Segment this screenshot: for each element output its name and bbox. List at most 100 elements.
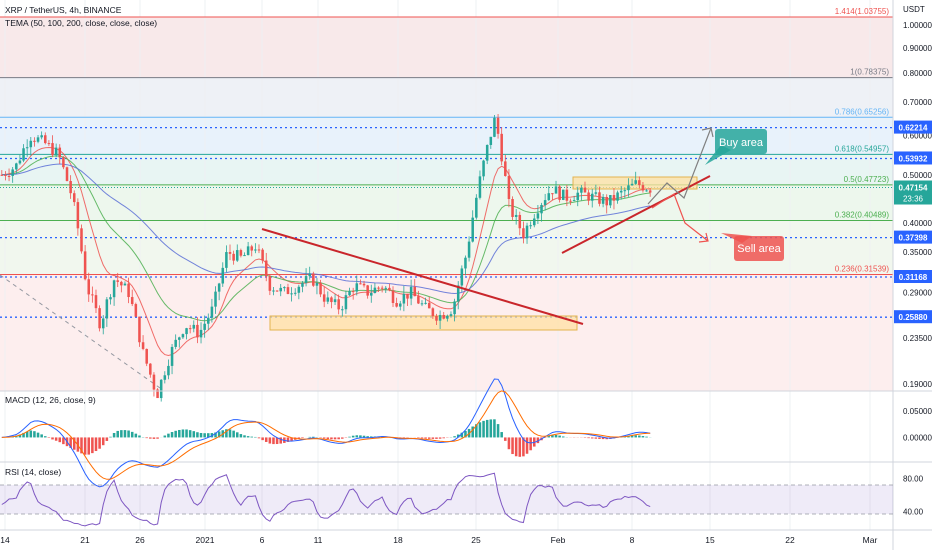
currency-label: USDT bbox=[903, 5, 925, 14]
macd-histogram-bar bbox=[33, 431, 36, 438]
sell-area-callout[interactable]: Sell area bbox=[721, 233, 784, 261]
candle-body bbox=[366, 285, 369, 296]
candle-body bbox=[496, 117, 500, 134]
macd-histogram-bar bbox=[587, 437, 590, 439]
macd-histogram-bar bbox=[496, 424, 500, 438]
macd-histogram-bar bbox=[239, 434, 243, 438]
candle-body bbox=[583, 187, 587, 193]
candle-body bbox=[199, 329, 203, 338]
candle-body bbox=[435, 316, 438, 321]
candle-body bbox=[94, 295, 98, 309]
candle-body bbox=[551, 193, 554, 195]
macd-histogram-bar bbox=[192, 431, 196, 438]
candle-body bbox=[493, 117, 496, 137]
candle-body bbox=[590, 193, 594, 201]
candle-body bbox=[514, 214, 518, 217]
macd-histogram-bar bbox=[268, 437, 272, 444]
candle-body bbox=[76, 202, 80, 229]
time-tick: 22 bbox=[785, 535, 795, 545]
macd-histogram-bar bbox=[478, 422, 482, 438]
candle-body bbox=[47, 143, 51, 145]
macd-histogram-bar bbox=[109, 436, 112, 438]
candle-body bbox=[51, 143, 54, 156]
macd-histogram-bar bbox=[25, 431, 29, 438]
candle-body bbox=[330, 297, 333, 303]
macd-histogram-bar bbox=[257, 437, 261, 439]
macd-histogram-bar bbox=[518, 437, 522, 457]
candle-body bbox=[167, 365, 170, 376]
macd-histogram-bar bbox=[105, 437, 109, 441]
macd-histogram-bar bbox=[246, 436, 250, 438]
candle-body bbox=[540, 204, 543, 214]
macd-histogram-bar bbox=[525, 437, 529, 454]
buy-area-callout[interactable]: Buy area bbox=[705, 129, 767, 165]
candle-body bbox=[456, 285, 460, 302]
candle-body bbox=[605, 196, 608, 206]
time-axis[interactable]: 14 21 26 2021 6 11 18 25 Feb 8 15 22 Mar bbox=[0, 535, 877, 545]
candle-body bbox=[319, 282, 322, 295]
price-candles bbox=[0, 113, 652, 402]
candle-body bbox=[580, 187, 583, 193]
candle-body bbox=[83, 251, 87, 280]
candle-body bbox=[518, 214, 522, 229]
macd-histogram-bar bbox=[341, 437, 344, 439]
macd-histogram-bar bbox=[594, 437, 598, 439]
candle-body bbox=[120, 281, 123, 286]
candle-body bbox=[558, 186, 561, 200]
candle-body bbox=[464, 257, 467, 269]
macd-histogram-bar bbox=[322, 437, 326, 439]
rsi-tick: 80.00 bbox=[903, 474, 924, 483]
level-tag bbox=[894, 120, 932, 134]
candle-body bbox=[149, 363, 152, 375]
candle-body bbox=[134, 304, 138, 317]
macd-histogram-bar bbox=[442, 437, 445, 439]
candle-body bbox=[525, 225, 529, 239]
macd-histogram-bar bbox=[330, 437, 333, 440]
candle-body bbox=[645, 190, 648, 192]
candle-body bbox=[54, 147, 58, 156]
macd-histogram-bar bbox=[500, 432, 503, 438]
candle-body bbox=[246, 246, 250, 256]
candle-body bbox=[373, 287, 377, 294]
candle-body bbox=[417, 296, 420, 304]
ascending-trend-line[interactable] bbox=[561, 175, 711, 254]
candle-body bbox=[529, 225, 532, 227]
macd-tick: 0.00000 bbox=[903, 433, 932, 442]
macd-histogram-bar bbox=[152, 437, 156, 439]
macd-histogram-bar bbox=[482, 420, 485, 438]
candle-body bbox=[312, 273, 315, 286]
candle-body bbox=[380, 287, 384, 289]
sell-area-label: Sell area bbox=[737, 243, 781, 255]
candle-body bbox=[293, 292, 297, 294]
candle-body bbox=[290, 293, 293, 295]
macd-histogram-bar bbox=[337, 437, 340, 440]
candle-body bbox=[630, 183, 634, 186]
last-price-label: 0.47154 bbox=[899, 184, 928, 193]
candle-body bbox=[601, 196, 605, 204]
candle-body bbox=[214, 291, 217, 307]
time-tick: 11 bbox=[314, 535, 323, 545]
fib-label: 1.414(1.03755) bbox=[835, 7, 890, 16]
buy-area-label: Buy area bbox=[719, 137, 764, 149]
candle-body bbox=[261, 249, 264, 261]
descending-trend-line[interactable] bbox=[261, 228, 584, 325]
macd-histogram-bar bbox=[264, 437, 268, 442]
macd-histogram-bar bbox=[348, 436, 351, 438]
price-axis[interactable]: 1.00000 0.90000 0.80000 0.70000 0.60000 0.500… bbox=[903, 21, 932, 389]
macd-histogram-bar bbox=[91, 437, 94, 454]
candle-body bbox=[203, 323, 206, 330]
candle-body bbox=[453, 301, 456, 315]
price-tick: 0.19000 bbox=[903, 380, 932, 389]
macd-histogram-bar bbox=[29, 430, 33, 438]
candle-body bbox=[257, 249, 261, 251]
macd-histogram-bar bbox=[554, 434, 558, 438]
macd-histogram-bar bbox=[601, 437, 605, 440]
macd-histogram-bar bbox=[641, 436, 645, 438]
macd-histogram-bar bbox=[475, 424, 478, 438]
macd-histogram-bar bbox=[72, 437, 76, 450]
time-tick: 18 bbox=[393, 535, 403, 545]
candle-body bbox=[18, 160, 22, 164]
macd-histogram-bar bbox=[203, 433, 206, 438]
macd-histogram-bar bbox=[536, 437, 540, 444]
